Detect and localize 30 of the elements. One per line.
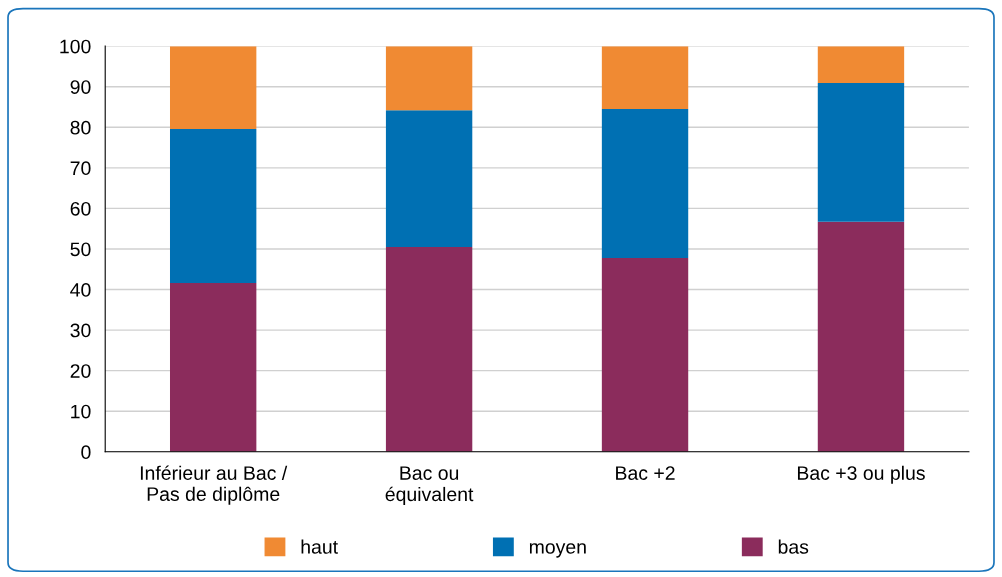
x-tick-label: Bac +3 ou plus [797, 465, 925, 484]
bar [385, 46, 473, 111]
bar [601, 109, 689, 258]
x-tick-label: Inférieur au Bac / Pas de diplôme [140, 465, 288, 505]
y-tick-label: 80 [70, 120, 91, 135]
bar [817, 83, 905, 222]
y-tick-label: 40 [70, 283, 91, 297]
y-tick-label: 30 [70, 323, 91, 338]
legend-label: bas [778, 539, 809, 554]
y-tick-label: 100 [60, 39, 91, 54]
bar [169, 128, 257, 284]
bar [169, 283, 257, 452]
legend-label: haut [301, 539, 338, 554]
bar [817, 46, 905, 84]
y-tick-label: 10 [71, 404, 91, 419]
bar [385, 246, 473, 452]
legend-label: moyen [529, 543, 586, 558]
y-tick-label: 60 [70, 201, 91, 216]
bar [601, 257, 689, 452]
x-tick-label: Bac +2 [616, 466, 675, 480]
y-tick-label: 20 [70, 364, 91, 378]
y-tick-label: 0 [81, 445, 91, 460]
bar [817, 221, 905, 452]
x-tick-label: Bac ou équivalent [385, 466, 474, 506]
y-tick-label: 70 [70, 161, 91, 176]
y-tick-label: 90 [70, 80, 91, 94]
bar [385, 110, 473, 247]
y-tick-label: 50 [70, 242, 91, 257]
bar [601, 46, 689, 110]
bar [169, 46, 257, 129]
